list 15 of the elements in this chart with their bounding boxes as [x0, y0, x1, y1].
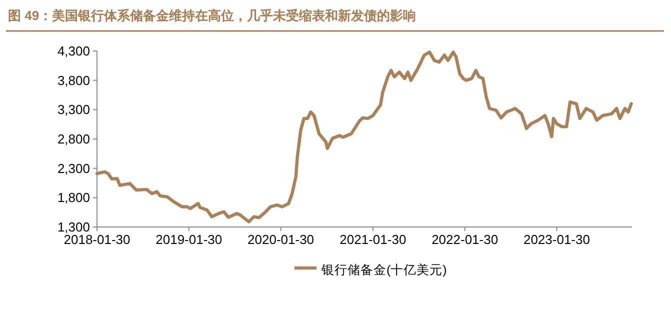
xtick: 2020-01-30 — [248, 232, 314, 247]
xtick: 2021-01-30 — [340, 232, 406, 247]
ytick: 2,300 — [57, 160, 90, 176]
ytick: 3,800 — [57, 72, 90, 88]
title: 图 49：美国银行体系储备金维持在高位，几乎未受缩表和新发债的影响 — [8, 8, 416, 23]
ytick: 1,800 — [57, 190, 90, 206]
xtick: 2019-01-30 — [156, 232, 222, 247]
xtick: 2022-01-30 — [432, 232, 498, 247]
xtick: 2023-01-30 — [523, 232, 590, 247]
legend-label: 银行储备金(十亿美元) — [322, 263, 447, 277]
ytick: 2,800 — [57, 132, 90, 146]
ytick: 3,300 — [57, 102, 90, 118]
ytick: 1,300 — [57, 220, 90, 234]
ytick: 4,300 — [57, 44, 90, 58]
xtick: 2018-01-30 — [64, 232, 130, 247]
